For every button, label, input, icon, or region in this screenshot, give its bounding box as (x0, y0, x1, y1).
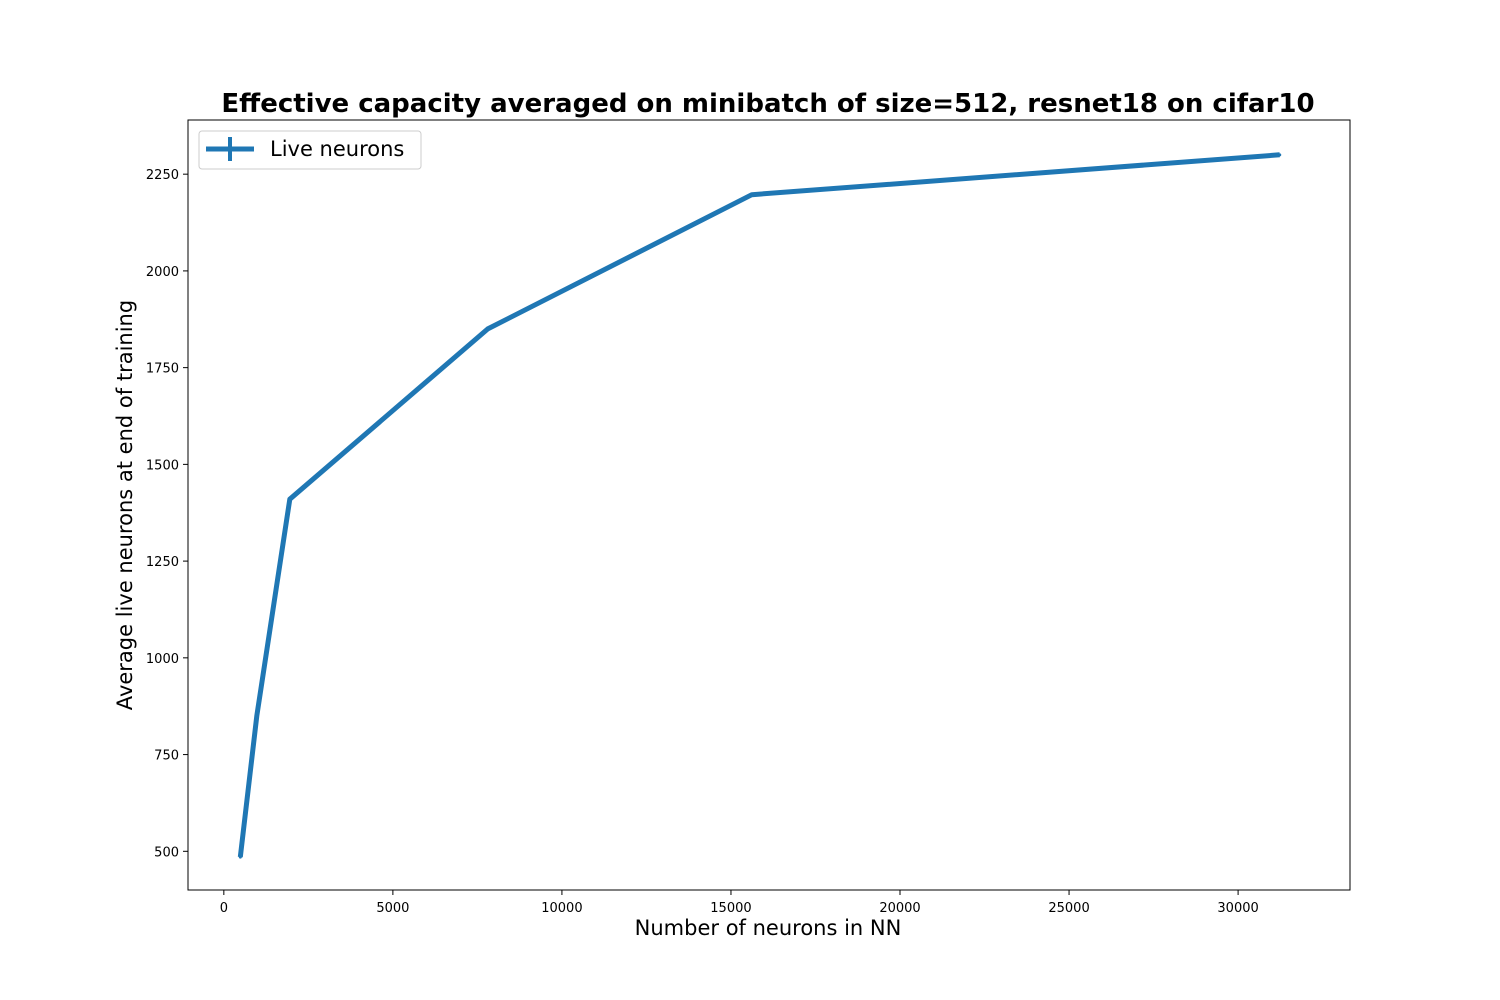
plot-area (187, 119, 1351, 891)
legend-box (198, 130, 422, 170)
y-tick-label-2250: 2250 (146, 168, 179, 183)
x-tick-label-10000: 10000 (541, 901, 582, 916)
series-layer (237, 152, 1282, 859)
data-point-0-1 (255, 714, 259, 718)
series-line-0 (237, 152, 1280, 858)
y-tick-label-2000: 2000 (146, 265, 179, 280)
legend: Live neurons (198, 130, 422, 170)
data-point-0-3 (486, 327, 490, 331)
data-point-0-2 (288, 497, 292, 501)
y-axis: 500 750 1000 1250 1500 1750 2000 2250 (146, 168, 188, 860)
y-axis-label: Average live neurons at end of training (113, 300, 137, 710)
chart-title: Effective capacity averaged on minibatch… (221, 89, 1314, 119)
x-tick-label-0: 0 (220, 901, 228, 916)
y-tick-label-1000: 1000 (146, 652, 179, 667)
x-tick-label-20000: 20000 (879, 901, 920, 916)
legend-label-live-neurons: Live neurons (270, 137, 404, 161)
y-tick-label-1500: 1500 (146, 458, 179, 473)
data-point-0-5 (1278, 153, 1282, 157)
y-tick-label-750: 750 (154, 749, 179, 764)
data-point-0-4 (750, 193, 754, 197)
x-tick-label-15000: 15000 (710, 901, 751, 916)
x-tick-label-5000: 5000 (376, 901, 409, 916)
y-tick-label-500: 500 (154, 845, 179, 860)
x-axis-label: Number of neurons in NN (635, 916, 902, 940)
y-tick-label-1250: 1250 (146, 555, 179, 570)
plot-frame (187, 119, 1351, 891)
x-tick-label-25000: 25000 (1048, 901, 1089, 916)
x-tick-label-30000: 30000 (1217, 901, 1258, 916)
data-point-0-0 (238, 855, 242, 859)
y-tick-label-1750: 1750 (146, 362, 179, 377)
x-axis: 0 5000 10000 15000 20000 25000 30000 (220, 890, 1259, 916)
